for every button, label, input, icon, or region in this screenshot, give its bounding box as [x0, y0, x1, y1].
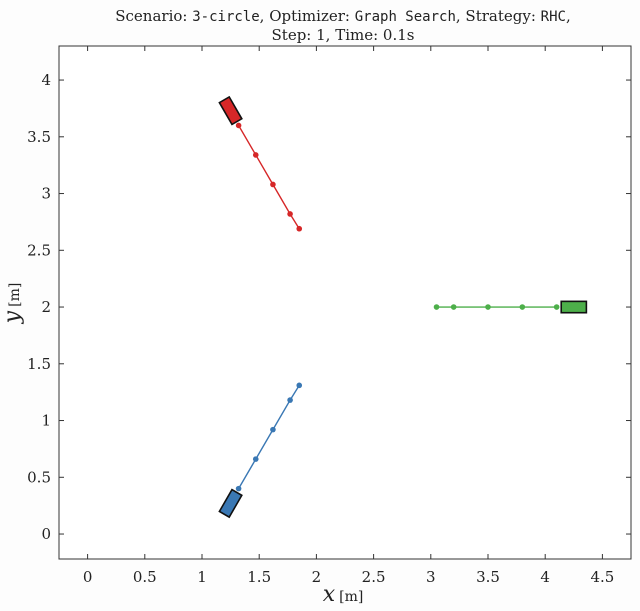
y-tick-label: 3: [41, 185, 51, 203]
y-tick-label: 0.5: [27, 468, 51, 486]
axis-ticks: 0 0.5 1 1.5 2 2.5 3 3.5 4 4.5 0 0.5 1 1.5 2 2.5 3 3.5 4: [27, 46, 631, 586]
y-tick-label: 4: [41, 71, 51, 89]
trajectory-point: [485, 304, 491, 310]
trajectory-point: [296, 225, 303, 232]
trajectory-point: [235, 122, 242, 129]
x-tick-label: 3: [426, 568, 436, 586]
title-line-2: Step: 1, Time: 0.1s: [272, 26, 415, 44]
x-tick-label: 1.5: [247, 568, 271, 586]
vehicle-marker: [218, 488, 243, 519]
y-tick-label: 1: [41, 412, 51, 430]
x-tick-label: 4.5: [590, 568, 614, 586]
trajectory-point: [519, 304, 526, 310]
vehicle-marker: [218, 95, 243, 126]
x-tick-label: 0: [83, 568, 93, 586]
x-tick-label: 3.5: [476, 568, 500, 586]
y-tick-label: 2.5: [27, 241, 51, 259]
series-0: [218, 95, 303, 232]
title-line-1: Scenario: 3-circle, Optimizer: Graph Sea…: [115, 7, 570, 25]
x-tick-label: 0.5: [133, 568, 157, 586]
trajectory-point: [287, 211, 293, 217]
y-axis-label: y[m]: [0, 283, 25, 325]
trajectory-point: [252, 152, 259, 158]
x-tick-label: 4: [540, 568, 550, 586]
plot-area: [58, 45, 632, 560]
trajectory-point: [433, 304, 440, 310]
x-tick-label: 2.5: [362, 568, 386, 586]
trajectory-point: [270, 426, 276, 433]
trajectory-point: [235, 485, 242, 492]
vehicle-marker: [560, 300, 588, 314]
y-tick-label: 1.5: [27, 355, 51, 373]
y-tick-label: 0: [41, 525, 51, 543]
trajectory-point: [450, 304, 457, 310]
series-layer: [218, 95, 588, 519]
trajectory-point: [270, 181, 276, 188]
trajectory-point: [287, 397, 293, 403]
y-tick-label: 2: [41, 298, 51, 316]
trajectory-point: [252, 456, 259, 462]
trajectory-point: [296, 382, 303, 389]
series-2: [433, 300, 588, 314]
trajectory-point: [553, 304, 560, 310]
series-1: [218, 382, 303, 519]
x-axis-label: x [m]: [323, 582, 364, 607]
y-tick-label: 3.5: [27, 128, 51, 146]
x-tick-label: 1: [197, 568, 207, 586]
x-tick-label: 2: [312, 568, 322, 586]
